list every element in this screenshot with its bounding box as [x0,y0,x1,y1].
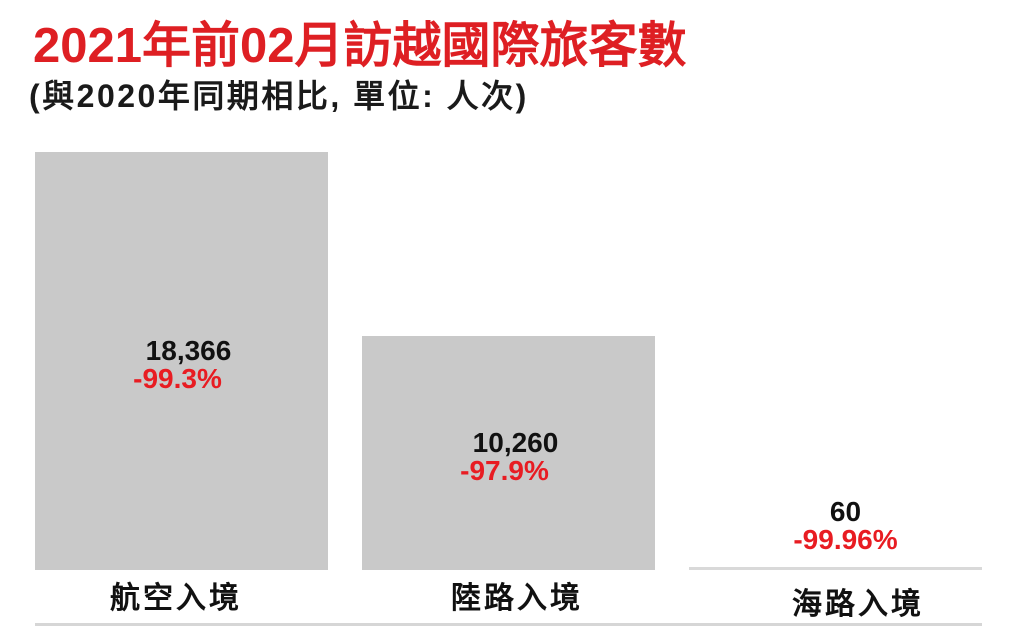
value-number: 60 [829,496,862,527]
category-label: 海路入境 [792,588,924,621]
category-label: 航空入境 [110,582,242,615]
bar-陸路入境 [362,336,655,570]
chart-title: 2021年前02月訪越國際旅客數 [33,19,687,73]
bar-航空入境 [35,152,328,570]
value-change-percent: -97.9% [460,455,549,486]
value-label: 18,366 -99.3% [35,337,328,393]
bar-海路入境 [689,567,982,570]
value-label: 10,260 -97.9% [362,429,655,485]
value-number: 10,260 [472,427,559,458]
value-label: 60 -99.96% [689,498,982,554]
value-change-percent: -99.96% [793,524,898,555]
value-change-percent: -99.3% [133,363,222,394]
bottom-divider [35,623,982,626]
category-label: 陸路入境 [451,582,583,615]
chart-subtitle: (與2020年同期相比, 單位: 人次) [29,78,529,114]
value-number: 18,366 [145,335,232,366]
